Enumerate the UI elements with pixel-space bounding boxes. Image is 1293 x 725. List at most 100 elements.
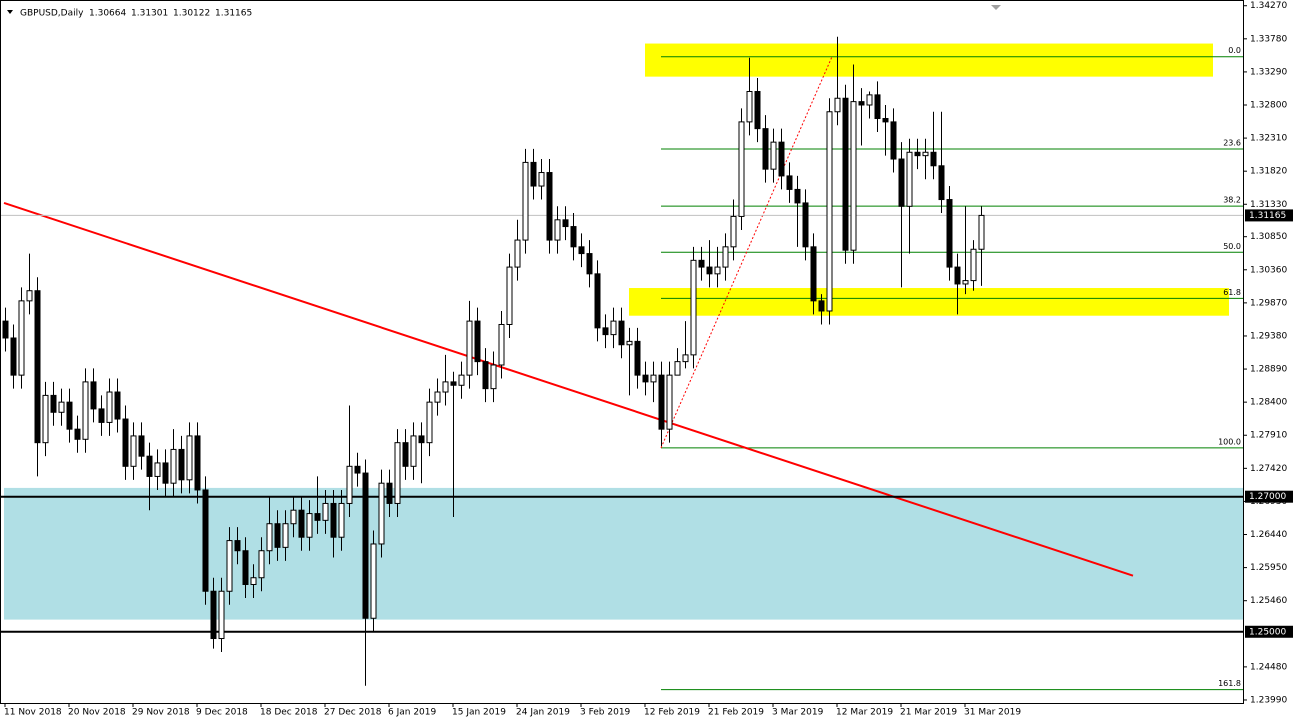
candle-body [466,320,473,376]
x-tick-label: 29 Nov 2018 [132,708,190,718]
candle-body [618,320,625,346]
fib-label: 61.8 [1223,288,1241,297]
y-tick-label: 1.33780 [1250,34,1287,44]
candle-body [978,214,985,250]
y-tick-label: 1.26440 [1250,530,1287,540]
candle-body [122,418,129,467]
x-tick-label: 12 Feb 2019 [644,708,700,718]
fib-label: 0.0 [1228,46,1241,55]
x-tick-label: 3 Mar 2019 [772,708,824,718]
x-tick-label: 11 Nov 2018 [4,708,62,718]
fib-label: 38.2 [1223,196,1241,205]
level-price-box [1245,490,1293,503]
level-price-box [1245,625,1293,638]
candle-body [450,381,457,386]
candle-body [674,361,681,376]
y-tick-label: 1.29870 [1250,298,1287,308]
candle-body [818,300,825,312]
x-tick-label: 21 Feb 2019 [708,708,764,718]
candle-body [434,391,441,403]
y-tick-label: 1.32310 [1250,134,1287,144]
candle-body [290,509,297,525]
candle-body [34,290,41,444]
x-tick-label: 12 Mar 2019 [836,708,893,718]
ohlc-open: 1.30664 [89,9,126,19]
x-tick-label: 15 Jan 2019 [452,708,506,718]
x-tick-label: 3 Feb 2019 [580,708,631,718]
candle-body [802,202,809,248]
zone [645,43,1213,77]
menu-arrow [7,10,13,14]
candle-body [482,361,489,390]
candle-body [722,246,729,268]
candle-body [338,502,345,538]
candle-body [562,219,569,228]
candle-body [370,543,377,619]
candle-body [890,121,897,160]
candle-body [442,381,449,393]
candle-body [218,590,225,640]
y-tick-label: 1.24480 [1250,662,1287,672]
candle-body [698,259,705,268]
candle-body [898,158,905,207]
candle-body [322,502,329,521]
y-tick-label: 1.33290 [1250,67,1287,77]
candle-body [170,448,177,484]
candle-body [298,509,305,538]
x-tick-label: 9 Dec 2018 [196,708,248,718]
candle-body [378,482,385,545]
candle-body [306,513,313,538]
candle-body [778,141,785,177]
y-tick-label: 1.25950 [1250,563,1287,573]
candle-body [50,394,57,413]
y-tick-label: 1.30850 [1250,232,1287,242]
candle-body [266,523,273,552]
candle-body [626,340,633,346]
candle-body [666,374,673,430]
candle-body [178,448,185,481]
candle-body [794,188,801,204]
candle-body [90,381,97,410]
candle-body [922,151,929,157]
candle-body [58,401,65,413]
candle-body [570,226,577,248]
candle-body [402,442,409,467]
candle-body [506,266,513,325]
candle-body [186,435,193,481]
y-tick-label: 1.31820 [1250,167,1287,177]
fib-label: 161.8 [1218,679,1241,688]
candle-body [330,502,337,538]
candle-body [250,577,257,585]
candle-body [906,151,913,207]
candle-body [514,239,521,268]
candle-body [202,489,209,592]
candle-body [746,90,753,123]
x-tick-label: 20 Nov 2018 [68,708,126,718]
candle-body [930,151,937,167]
candle-body [826,111,833,312]
fib-label: 50.0 [1223,242,1241,251]
candle-body [386,482,393,504]
candle-body [138,435,145,457]
symbol-label: GBPUSD,Daily [20,9,84,19]
candle-body [82,381,89,440]
candle-body [114,391,121,420]
candle-body [834,97,841,113]
candle-body [498,323,505,366]
y-tick-label: 1.28400 [1250,398,1287,408]
candle-body [226,540,233,592]
candle-body [546,172,553,241]
candle-body [642,374,649,383]
candle-body [738,121,745,217]
candle-body [210,590,217,640]
candle-body [714,266,721,275]
x-tick-label: 27 Dec 2018 [324,708,382,718]
shift-marker [991,5,1001,10]
candle-body [146,455,153,477]
candle-body [538,172,545,187]
candle-body [634,340,641,376]
candle-body [362,472,369,619]
y-tick-label: 1.32800 [1250,101,1287,111]
